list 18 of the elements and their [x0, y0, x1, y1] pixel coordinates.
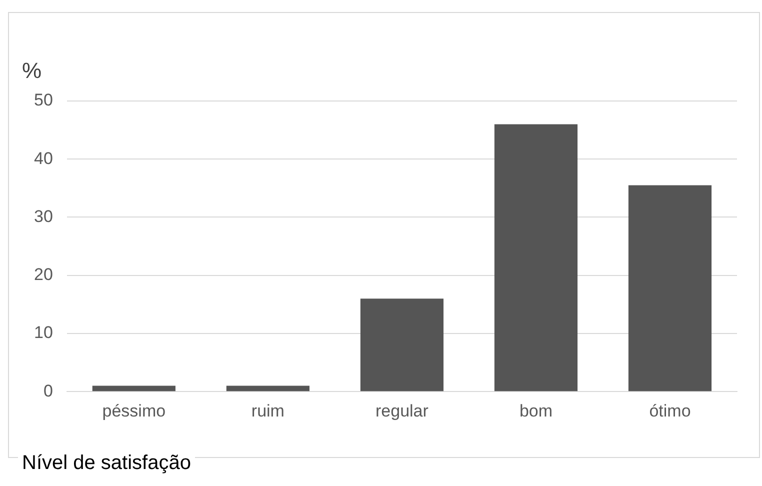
y-tick-label: 30: [34, 206, 53, 226]
bar: [628, 185, 712, 392]
x-tick-label: regular: [375, 401, 429, 420]
y-tick-label: 10: [34, 323, 53, 342]
x-tick-label: bom: [519, 401, 553, 420]
bar: [494, 124, 578, 392]
y-axis-title: %: [22, 58, 42, 84]
y-tick-label: 0: [43, 381, 53, 400]
y-tick-label: 40: [34, 148, 53, 168]
x-tick-label: péssimo: [102, 401, 166, 420]
y-tick-label: 50: [34, 90, 53, 110]
y-tick-label: 20: [34, 265, 53, 284]
x-tick-label: ótimo: [649, 401, 691, 420]
bar: [226, 386, 310, 392]
bar: [92, 386, 176, 392]
x-tick-label: ruim: [251, 401, 284, 420]
x-axis-title: Nível de satisfação: [18, 452, 195, 475]
bar: [360, 298, 444, 392]
